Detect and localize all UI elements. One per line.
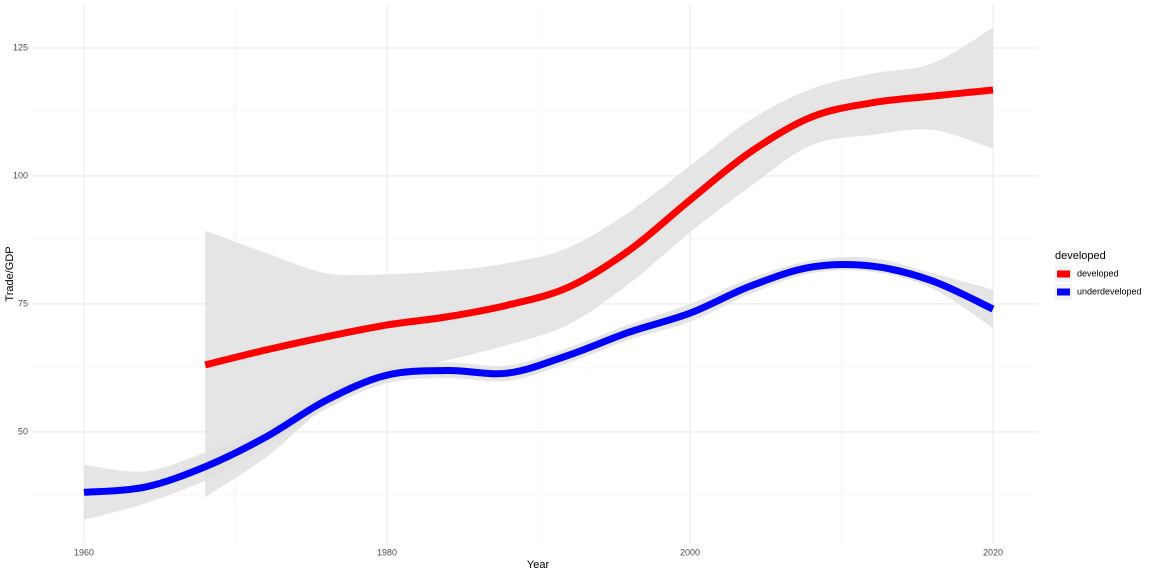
line (83, 260, 995, 496)
legend-title: developed (1055, 250, 1106, 262)
legend-label: developed (1077, 268, 1119, 278)
confidence-band (205, 27, 994, 497)
x-tick-label: 1960 (74, 547, 94, 557)
y-tick-label: 75 (18, 298, 28, 308)
x-axis-title: Year (527, 559, 550, 571)
x-tick-label: 2000 (680, 547, 700, 557)
y-tick-label: 125 (13, 42, 28, 52)
y-tick-label: 100 (13, 170, 28, 180)
y-axis-title: Trade/GDP (4, 246, 16, 301)
y-tick-label: 50 (18, 426, 28, 436)
legend-label: underdeveloped (1077, 286, 1142, 296)
line (204, 86, 994, 369)
x-tick-label: 1980 (377, 547, 397, 557)
x-tick-label: 2020 (983, 547, 1003, 557)
